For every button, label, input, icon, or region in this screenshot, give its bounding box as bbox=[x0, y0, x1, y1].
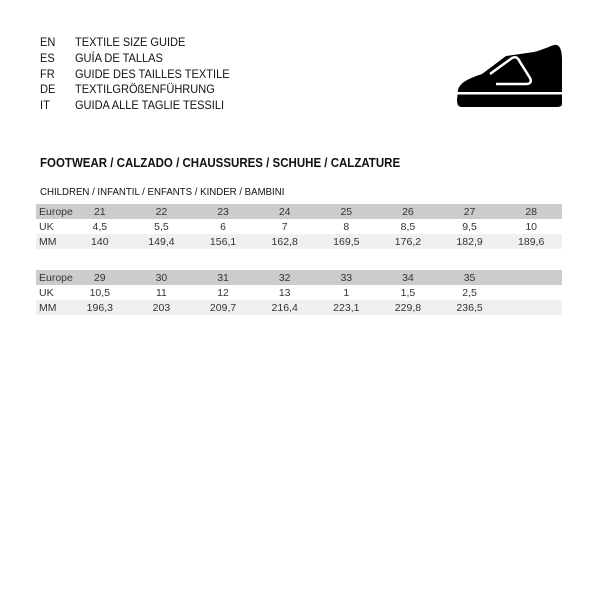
size-table-1: Europe 21 22 23 24 25 26 27 28 UK 4,5 5,5 6 7 8 8,5 9,5 1… bbox=[36, 204, 562, 249]
table-row-uk: UK 10,5 11 12 13 1 1,5 2,5 bbox=[36, 285, 562, 300]
table-row-mm: MM 140 149,4 156,1 162,8 169,5 176,2 182,9 189,6 bbox=[36, 234, 562, 249]
size-cell: 34 bbox=[377, 270, 439, 285]
size-cell: 203 bbox=[130, 300, 193, 315]
size-cell: 1,5 bbox=[377, 285, 439, 300]
row-label: UK bbox=[36, 285, 69, 300]
language-line: DE TEXTILGRÖßENFÜHRUNG bbox=[40, 81, 215, 97]
language-line: IT GUIDA ALLE TAGLIE TESSILI bbox=[40, 97, 224, 113]
size-cell: 33 bbox=[315, 270, 378, 285]
row-label: MM bbox=[36, 300, 69, 315]
size-cell: 30 bbox=[130, 270, 193, 285]
language-title: TEXTILE SIZE GUIDE bbox=[74, 35, 186, 49]
row-label: MM bbox=[36, 234, 69, 249]
shoe-icon bbox=[456, 44, 564, 107]
size-cell: 140 bbox=[69, 234, 131, 249]
size-cell: 35 bbox=[438, 270, 501, 285]
size-cell: 27 bbox=[438, 204, 501, 219]
size-cell: 209,7 bbox=[192, 300, 254, 315]
size-cell: 1 bbox=[315, 285, 378, 300]
size-cell: 7 bbox=[253, 219, 316, 234]
size-cell: 26 bbox=[377, 204, 439, 219]
language-title: GUIDA ALLE TAGLIE TESSILI bbox=[74, 98, 225, 113]
language-code: FR bbox=[40, 66, 55, 81]
size-cell: 216,4 bbox=[253, 300, 316, 315]
size-cell: 12 bbox=[192, 285, 254, 300]
language-code: IT bbox=[40, 98, 50, 113]
size-cell: 10 bbox=[500, 219, 562, 234]
size-cell: 182,9 bbox=[438, 234, 501, 249]
language-code: EN bbox=[40, 35, 56, 49]
size-cell: 28 bbox=[500, 204, 562, 219]
language-code: ES bbox=[40, 50, 55, 65]
row-label: Europe bbox=[36, 204, 73, 219]
size-cell: 196,3 bbox=[69, 300, 131, 315]
size-cell bbox=[500, 270, 562, 285]
row-label: UK bbox=[36, 219, 69, 234]
size-cell: 29 bbox=[69, 270, 131, 285]
size-cell: 4,5 bbox=[69, 219, 131, 234]
size-cell: 162,8 bbox=[253, 234, 316, 249]
section-title: FOOTWEAR / CALZADO / CHAUSSURES / SCHUHE… bbox=[40, 156, 401, 170]
row-label: Europe bbox=[36, 270, 73, 285]
language-title: TEXTILGRÖßENFÜHRUNG bbox=[74, 82, 215, 97]
size-cell: 149,4 bbox=[130, 234, 193, 249]
table-row-eu: Europe 21 22 23 24 25 26 27 28 bbox=[36, 204, 562, 219]
language-line: FR GUIDE DES TAILLES TEXTILE bbox=[40, 66, 230, 82]
size-cell: 189,6 bbox=[500, 234, 562, 249]
size-cell: 176,2 bbox=[377, 234, 439, 249]
size-cell: 6 bbox=[192, 219, 254, 234]
size-cell: 10,5 bbox=[69, 285, 131, 300]
size-cell: 223,1 bbox=[315, 300, 378, 315]
language-code: DE bbox=[40, 82, 56, 97]
size-table-2: Europe 29 30 31 32 33 34 35 UK 10,5 11 12 13 1 1,5 2,5 M… bbox=[36, 270, 562, 315]
size-cell: 32 bbox=[253, 270, 316, 285]
size-cell: 25 bbox=[315, 204, 378, 219]
size-cell: 22 bbox=[130, 204, 193, 219]
size-cell: 236,5 bbox=[438, 300, 501, 315]
size-cell: 8 bbox=[315, 219, 378, 234]
size-cell bbox=[500, 285, 562, 300]
size-cell: 21 bbox=[69, 204, 131, 219]
size-cell: 156,1 bbox=[192, 234, 254, 249]
size-cell: 229,8 bbox=[377, 300, 439, 315]
size-cell: 5,5 bbox=[130, 219, 193, 234]
size-cell: 31 bbox=[192, 270, 254, 285]
table-row-eu: Europe 29 30 31 32 33 34 35 bbox=[36, 270, 562, 285]
subsection-title: CHILDREN / INFANTIL / ENFANTS / KINDER /… bbox=[40, 186, 285, 198]
size-cell bbox=[500, 300, 562, 315]
size-cell: 13 bbox=[253, 285, 316, 300]
size-cell: 2,5 bbox=[438, 285, 501, 300]
table-row-uk: UK 4,5 5,5 6 7 8 8,5 9,5 10 bbox=[36, 219, 562, 234]
size-cell: 9,5 bbox=[438, 219, 501, 234]
size-cell: 11 bbox=[130, 285, 193, 300]
table-row-mm: MM 196,3 203 209,7 216,4 223,1 229,8 236,5 bbox=[36, 300, 562, 315]
language-line: EN TEXTILE SIZE GUIDE bbox=[40, 34, 185, 50]
language-line: ES GUÍA DE TALLAS bbox=[40, 50, 163, 66]
language-title: GUÍA DE TALLAS bbox=[74, 50, 163, 65]
language-title: GUIDE DES TAILLES TEXTILE bbox=[74, 66, 230, 81]
size-cell: 24 bbox=[253, 204, 316, 219]
size-cell: 8,5 bbox=[377, 219, 439, 234]
size-cell: 23 bbox=[192, 204, 254, 219]
size-cell: 169,5 bbox=[315, 234, 378, 249]
